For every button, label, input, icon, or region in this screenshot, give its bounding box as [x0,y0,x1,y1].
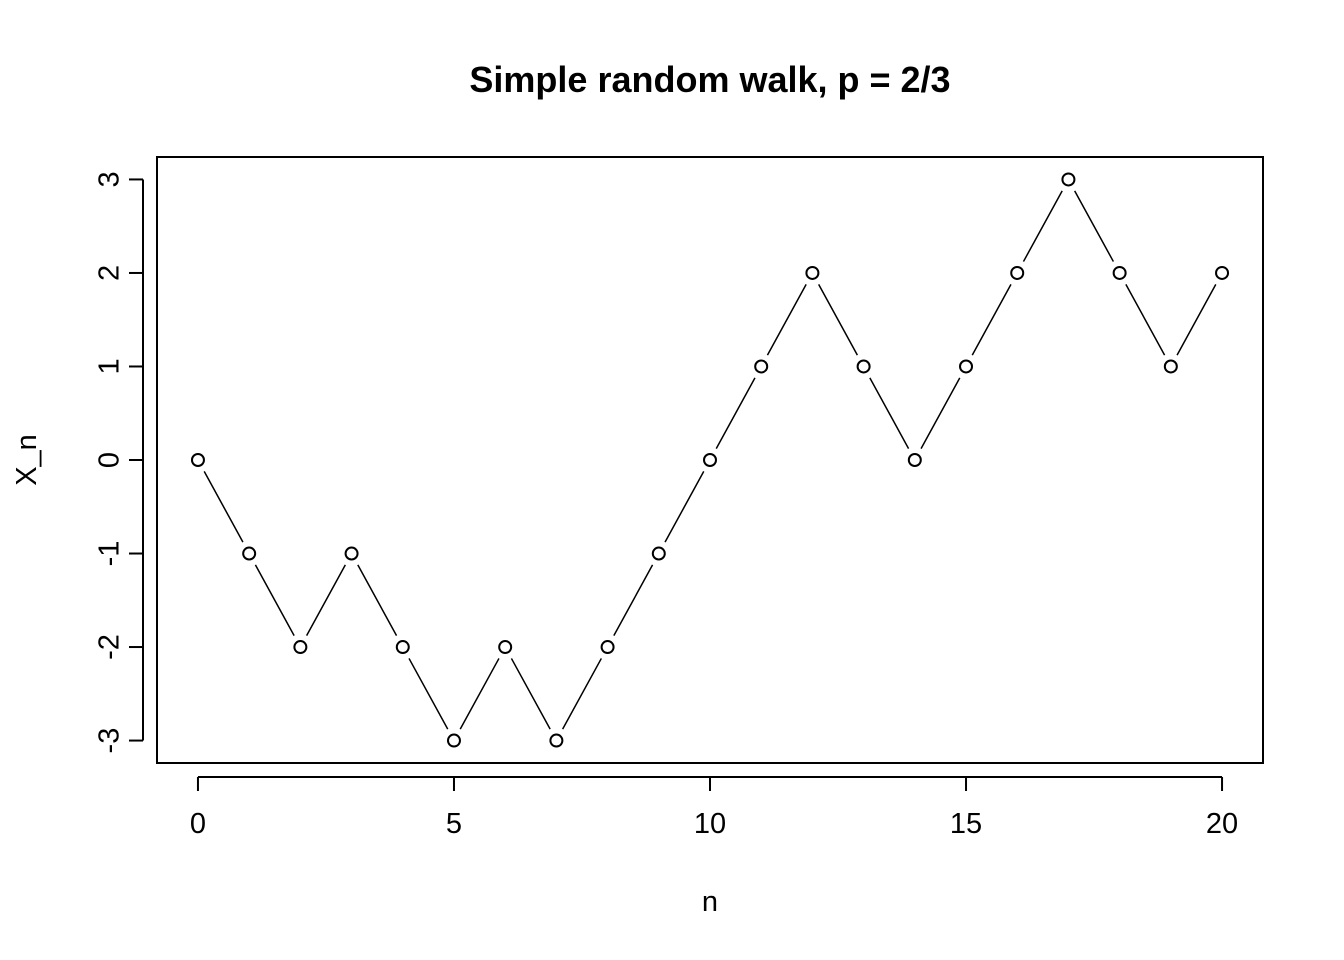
line-segment [715,377,756,449]
line-segment [1125,284,1166,356]
data-point [805,265,820,280]
data-point [1010,265,1025,280]
y-tick-label: -3 [94,728,126,754]
data-point [395,640,410,655]
line-segment [408,658,449,730]
line-segment [510,658,551,730]
data-point [242,546,257,561]
x-tick-label: 10 [694,808,726,840]
y-tick-label: -2 [94,634,126,660]
data-point [959,359,974,374]
line-segment [1022,190,1063,262]
data-point [1163,359,1178,374]
data-point [754,359,769,374]
line-segment [613,564,654,636]
data-point [1112,265,1127,280]
line-segment [1176,284,1217,356]
line-segment [664,471,705,543]
x-tick-label: 5 [446,808,462,840]
line-segment [1074,190,1115,262]
data-point [190,453,205,467]
data-point [293,640,308,655]
line-segment [971,284,1012,356]
x-axis-label: n [702,886,718,918]
data-point [446,733,461,748]
line-segment [305,564,346,636]
data-point [651,546,666,561]
line-segment [817,284,859,356]
line-segment [203,471,244,543]
data-point [856,359,871,374]
x-axis: 0 5 10 15 20 [190,776,1238,840]
data-point [498,640,513,655]
x-tick-label: 20 [1206,808,1238,840]
data-point [549,733,564,748]
x-tick-label: 15 [950,808,982,840]
plot-frame [156,156,1264,764]
line-segment [459,658,500,730]
line-segment [254,564,295,636]
series-points [190,172,1230,748]
line-segment [357,564,398,636]
y-axis: -3 -2 -1 0 1 2 3 [94,171,144,754]
line-segment [869,377,910,449]
line-segment [920,377,961,449]
x-tick-label: 0 [190,808,206,840]
y-tick-label: -1 [94,541,126,567]
chart-title: Simple random walk, p = 2/3 [469,59,950,100]
series-line [203,190,1217,730]
data-point [600,640,615,655]
data-point [703,453,717,467]
data-point [907,453,922,467]
data-point [1215,265,1230,280]
y-tick-label: 2 [94,265,126,281]
line-segment [561,658,603,730]
y-tick-label: 0 [94,452,126,468]
line-segment [766,284,807,356]
y-axis-label: X_n [11,434,43,486]
data-point [344,546,359,561]
data-point [1061,172,1076,187]
y-tick-label: 1 [94,358,126,374]
y-tick-label: 3 [94,171,126,187]
